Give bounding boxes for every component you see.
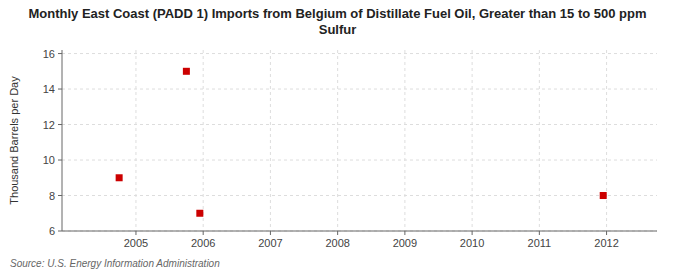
annotation: Source: U.S. Energy Information Administ… bbox=[10, 258, 220, 269]
grid-line bbox=[337, 50, 338, 231]
tick-label: 2007 bbox=[258, 237, 282, 249]
tick bbox=[337, 231, 338, 235]
title: Monthly East Coast (PADD 1) Imports from… bbox=[28, 6, 646, 37]
tick bbox=[58, 160, 62, 161]
tick-label: 2005 bbox=[124, 237, 148, 249]
point bbox=[600, 192, 607, 199]
tick bbox=[404, 231, 405, 235]
grid-line bbox=[135, 50, 136, 231]
tick-label: 2008 bbox=[325, 237, 349, 249]
grid-line bbox=[62, 160, 657, 161]
grid-line bbox=[62, 89, 657, 90]
tick bbox=[606, 231, 607, 235]
grid-line bbox=[539, 50, 540, 231]
tick-label: 2006 bbox=[191, 237, 215, 249]
grid-line bbox=[62, 53, 657, 54]
grid-line bbox=[62, 124, 657, 125]
tick bbox=[135, 231, 136, 235]
x-axis bbox=[62, 231, 657, 232]
tick bbox=[58, 53, 62, 54]
grid bbox=[62, 50, 657, 231]
point bbox=[196, 210, 203, 217]
tick-label: 14 bbox=[43, 83, 55, 95]
tick bbox=[539, 231, 540, 235]
point bbox=[183, 68, 190, 75]
tick-label: 12 bbox=[43, 119, 55, 131]
tick-label: 2011 bbox=[528, 237, 552, 249]
grid-line bbox=[270, 50, 271, 231]
tick bbox=[58, 195, 62, 196]
y-axis bbox=[62, 50, 63, 231]
grid-line bbox=[203, 50, 204, 231]
point bbox=[116, 174, 123, 181]
axis-label: Thousand Barrels per Day bbox=[8, 76, 20, 205]
tick bbox=[58, 124, 62, 125]
points bbox=[116, 68, 607, 217]
grid-line bbox=[62, 231, 657, 232]
chart: Monthly East Coast (PADD 1) Imports from… bbox=[0, 0, 675, 275]
grid-line bbox=[62, 195, 657, 196]
tick bbox=[58, 231, 62, 232]
tick bbox=[58, 89, 62, 90]
tick bbox=[472, 231, 473, 235]
grid-line bbox=[472, 50, 473, 231]
tick-label: 2009 bbox=[393, 237, 417, 249]
tick-label: 6 bbox=[49, 225, 55, 237]
tick bbox=[270, 231, 271, 235]
tick-label: 2012 bbox=[594, 237, 618, 249]
grid-line bbox=[404, 50, 405, 231]
tick-label: 10 bbox=[43, 154, 55, 166]
tick-label: 16 bbox=[43, 48, 55, 60]
tick-label: 8 bbox=[49, 190, 55, 202]
grid-line bbox=[606, 50, 607, 231]
tick-label: 2010 bbox=[460, 237, 484, 249]
tick bbox=[203, 231, 204, 235]
